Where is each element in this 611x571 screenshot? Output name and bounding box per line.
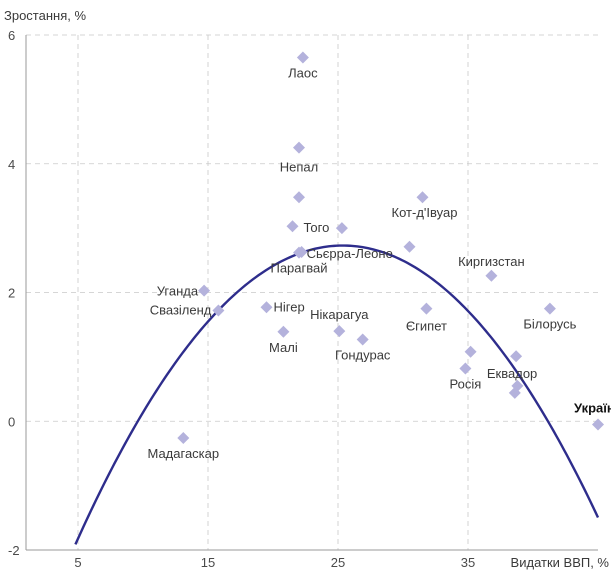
points-layer	[177, 51, 604, 444]
point-label: Кот-д'Івуар	[392, 205, 458, 220]
y-tick-label: 2	[8, 286, 15, 301]
data-point	[286, 220, 299, 233]
point-label: Того	[304, 220, 330, 235]
point-label: Малі	[269, 340, 298, 355]
data-point	[464, 345, 477, 358]
point-label: Україна	[574, 400, 611, 415]
x-axis-title: Видатки ВВП, %	[511, 555, 610, 570]
y-axis-title: Зростання, %	[4, 8, 86, 23]
y-tick-label: 0	[8, 414, 15, 429]
fit-curve-layer	[74, 244, 600, 545]
data-point	[293, 191, 305, 204]
data-point	[212, 304, 225, 317]
data-point	[335, 222, 348, 235]
point-label: Єгипет	[406, 319, 447, 334]
point-label: Парагвай	[270, 261, 327, 276]
x-tick-label: 15	[201, 555, 215, 570]
labels-layer: Лаос Непал Кот-д'Івуар Того Сьєрра-ЛеонеПара…	[147, 66, 611, 461]
data-point	[296, 51, 309, 64]
data-point	[403, 240, 416, 253]
data-point	[543, 302, 556, 315]
x-tick-label: 35	[461, 555, 475, 570]
point-label: Непал	[280, 160, 318, 175]
point-label: Свазіленд	[150, 303, 212, 318]
point-label: Білорусь	[523, 317, 576, 332]
data-point	[277, 325, 290, 338]
data-point	[508, 386, 521, 399]
data-point	[293, 246, 305, 259]
data-point	[356, 333, 369, 346]
fit-curve	[74, 244, 600, 545]
point-label: Гондурас	[335, 347, 391, 362]
data-point	[592, 418, 604, 431]
data-point	[416, 191, 429, 204]
x-tick-label: 5	[74, 555, 81, 570]
data-point	[459, 362, 472, 375]
point-label: Еквадор	[487, 366, 537, 381]
point-label: Уганда	[157, 284, 199, 299]
point-label: Нікарагуа	[310, 307, 369, 322]
x-tick-label: 25	[331, 555, 345, 570]
grid	[26, 34, 598, 550]
point-label: Сьєрра-Леоне	[307, 246, 393, 261]
point-label: Нігер	[274, 299, 305, 314]
y-tick-label: 4	[8, 157, 15, 172]
data-point	[198, 284, 211, 297]
y-tick-label: -2	[8, 543, 20, 558]
data-point	[510, 350, 523, 363]
data-point	[420, 302, 433, 315]
point-label: Киргизстан	[458, 254, 525, 269]
axes: -2 0 2 4 6 5 15 25 35	[8, 28, 598, 570]
y-tick-label: 6	[8, 28, 15, 43]
data-point	[333, 325, 346, 338]
point-label: Мадагаскар	[147, 446, 219, 461]
point-label: Лаос	[288, 66, 318, 81]
point-label: Росія	[450, 376, 482, 391]
data-point	[260, 301, 273, 314]
data-point	[293, 141, 305, 154]
data-point	[485, 269, 498, 282]
data-point	[177, 431, 190, 444]
